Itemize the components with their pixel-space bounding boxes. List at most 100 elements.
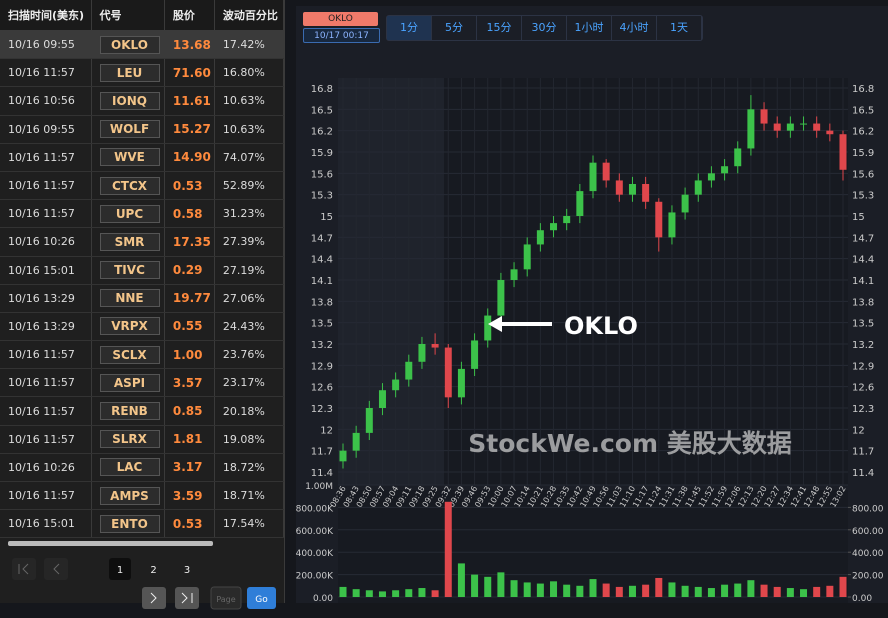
interval-button[interactable]: 30分	[522, 16, 567, 40]
ticker[interactable]: UPC	[99, 204, 160, 223]
ticker[interactable]: OKLO	[99, 35, 160, 54]
candle-body	[813, 123, 821, 131]
ticker[interactable]: ASPI	[99, 373, 160, 392]
y2-tick-label: 600.00	[852, 527, 884, 537]
candle-body	[497, 280, 505, 316]
volume-bar	[418, 588, 426, 597]
candle-body	[681, 194, 689, 213]
table-row[interactable]: 10/16 11:57 WVE 14.90 74.07%	[0, 143, 285, 172]
cell: 10/16 09:55	[0, 30, 92, 60]
table-row[interactable]: 10/16 11:57 SCLX 1.00 23.76%	[0, 340, 285, 370]
column-header: 扫描时间(美东)	[0, 0, 92, 31]
table-row[interactable]: 10/16 10:56 IONQ 11.61 10.63%	[0, 86, 285, 116]
column-header: 股价	[164, 0, 215, 31]
cell: ASPI	[91, 368, 165, 398]
prev-page[interactable]	[44, 558, 68, 580]
table-row[interactable]: 10/16 11:57 LEU 71.60 16.80%	[0, 58, 285, 88]
ticker[interactable]: SMR	[99, 232, 160, 251]
table-row[interactable]: 10/16 15:01 TIVC 0.29 27.19%	[0, 256, 285, 285]
ticker[interactable]: TIVC	[99, 261, 160, 280]
volume-bar	[431, 590, 439, 597]
y-tick-label: 15	[320, 212, 333, 223]
table-row[interactable]: 10/16 10:26 SMR 17.35 27.39%	[0, 227, 285, 257]
cell: 23.76%	[214, 340, 285, 370]
ticker[interactable]: RENB	[99, 402, 160, 421]
page-number[interactable]: 1	[117, 565, 123, 576]
y-tick-label: 16.8	[852, 84, 874, 95]
table-row[interactable]: 10/16 11:57 SLRX 1.81 19.08%	[0, 425, 285, 454]
y-tick-label: 15	[852, 212, 865, 223]
ticker[interactable]: SLRX	[99, 430, 160, 449]
cell: 10/16 10:26	[0, 227, 92, 257]
cell: 10/16 11:57	[0, 396, 92, 426]
interval-button[interactable]: 4小时	[612, 16, 657, 40]
volume-bar	[457, 563, 465, 597]
ticker[interactable]: LAC	[99, 458, 160, 477]
volume-bar	[694, 586, 702, 597]
table-row[interactable]: 10/16 11:57 RENB 0.85 20.18%	[0, 396, 285, 426]
table-row[interactable]: 10/16 09:55 WOLF 15.27 10.63%	[0, 115, 285, 144]
page-placeholder: Page	[216, 595, 235, 604]
price: 14.90	[172, 150, 211, 165]
cell: 17.42%	[214, 30, 285, 60]
volume-bar	[826, 585, 834, 597]
table-row[interactable]: 10/16 10:26 LAC 3.17 18.72%	[0, 453, 285, 483]
page-number[interactable]: 2	[150, 565, 156, 576]
ticker[interactable]: CTCX	[99, 176, 160, 195]
ticker[interactable]: ENTO	[99, 514, 160, 533]
table-row[interactable]: 10/16 11:57 AMPS 3.59 18.71%	[0, 481, 285, 511]
ticker[interactable]: IONQ	[99, 91, 160, 110]
ticker[interactable]: NNE	[99, 289, 160, 308]
scrollbar[interactable]	[8, 541, 213, 546]
cell: TIVC	[91, 256, 165, 285]
volume-bar	[392, 590, 400, 597]
cell: 10/16 11:57	[0, 58, 92, 88]
page-number[interactable]: 3	[184, 565, 190, 576]
candle-body	[615, 180, 623, 195]
cell: SCLX	[91, 340, 165, 370]
table-row[interactable]: 10/16 11:57 UPC 0.58 31.23%	[0, 199, 285, 229]
volume-bar	[523, 582, 531, 597]
ticker[interactable]: SCLX	[99, 345, 160, 364]
interval-button[interactable]: 1天	[657, 16, 702, 40]
first-page[interactable]	[12, 558, 36, 580]
cell: 0.55	[164, 312, 215, 342]
cell: WVE	[91, 143, 165, 172]
cell: 0.85	[164, 396, 215, 426]
interval-button[interactable]: 5分	[432, 16, 477, 40]
table-row[interactable]: 10/16 11:57 ASPI 3.57 23.17%	[0, 368, 285, 398]
cell: ENTO	[91, 509, 165, 539]
ticker[interactable]: AMPS	[99, 486, 160, 505]
y2-tick-label: 800.00	[852, 504, 884, 514]
candle-body	[471, 340, 479, 369]
cell: 17.35	[164, 227, 215, 257]
cell: 13.68	[164, 30, 215, 60]
cell: 16.80%	[214, 58, 285, 88]
candle-body	[839, 134, 847, 170]
candle-body	[747, 109, 755, 149]
table-row[interactable]: 10/16 13:29 VRPX 0.55 24.43%	[0, 312, 285, 342]
ticker[interactable]: VRPX	[99, 317, 160, 336]
ticker[interactable]: WVE	[99, 148, 160, 167]
price: 3.17	[172, 460, 203, 475]
table-row[interactable]: 10/16 09:55 OKLO 13.68 17.42%	[0, 30, 285, 60]
table-row[interactable]: 10/16 11:57 CTCX 0.53 52.89%	[0, 171, 285, 201]
interval-button[interactable]: 15分	[477, 16, 522, 40]
interval-button[interactable]: 1小时	[567, 16, 612, 40]
table-row[interactable]: 10/16 13:29 NNE 19.77 27.06%	[0, 284, 285, 313]
candle-body	[694, 180, 702, 195]
cell: LEU	[91, 58, 165, 88]
price: 0.53	[172, 516, 203, 531]
next-page[interactable]	[142, 587, 166, 609]
candle-body	[628, 184, 636, 195]
ticker[interactable]: LEU	[99, 63, 160, 82]
cell: 0.53	[164, 171, 215, 201]
arrow-head	[488, 316, 502, 332]
price: 19.77	[172, 291, 211, 306]
volume-bar	[365, 590, 373, 597]
interval-button[interactable]: 1分	[387, 16, 432, 40]
volume-bar	[510, 580, 518, 597]
table-row[interactable]: 10/16 15:01 ENTO 0.53 17.54%	[0, 509, 285, 539]
ticker[interactable]: WOLF	[99, 120, 160, 139]
y-tick-label: 15.3	[311, 191, 333, 202]
